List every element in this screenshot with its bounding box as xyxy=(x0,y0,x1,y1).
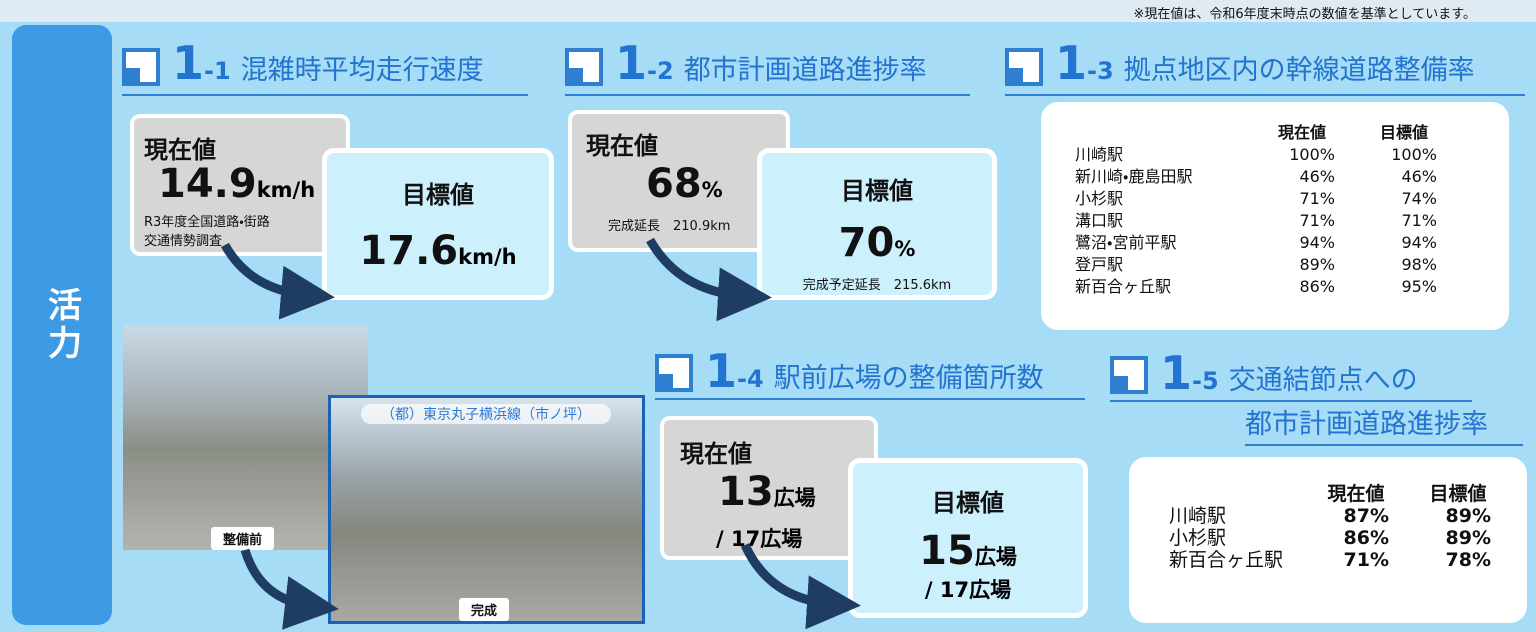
arrow xyxy=(650,240,745,296)
page: ※現在値は、令和6年度末時点の数値を基準としています。 活力 1-1混雑時平均走… xyxy=(0,0,1536,632)
arrows xyxy=(0,0,1536,632)
arrow xyxy=(245,550,312,606)
arrow xyxy=(745,545,834,604)
arrow xyxy=(225,245,308,295)
